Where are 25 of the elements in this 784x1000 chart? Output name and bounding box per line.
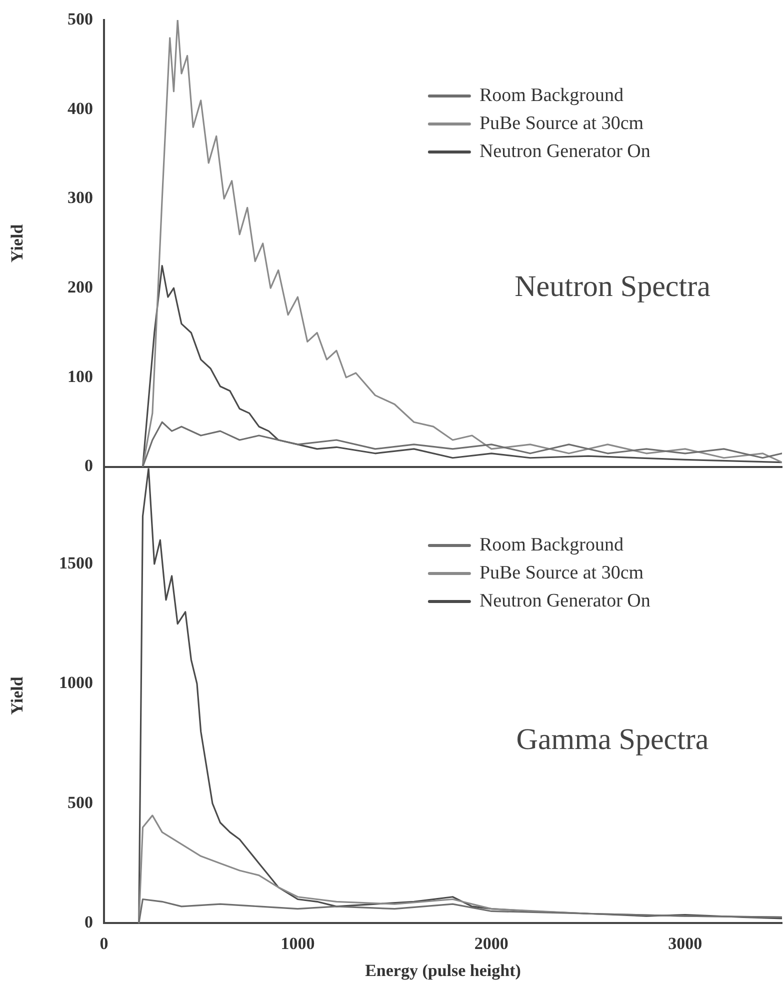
y-tick-label: 200 — [68, 277, 93, 296]
annotation: Gamma Spectra — [516, 723, 709, 756]
x-tick-label: 1000 — [280, 934, 315, 953]
y-tick-label: 100 — [68, 366, 93, 386]
y-tick-label: 1000 — [59, 673, 93, 692]
x-axis-title: Energy (pulse height) — [365, 961, 521, 980]
y-tick-label: 500 — [68, 9, 93, 28]
x-tick-label: 0 — [100, 934, 108, 953]
legend-label: Neutron Generator On — [479, 140, 651, 162]
y-tick-label: 500 — [68, 792, 93, 812]
legend-label: Neutron Generator On — [479, 590, 651, 612]
annotation: Neutron Spectra — [514, 270, 710, 303]
y-axis-title: Yield — [8, 676, 27, 715]
legend-label: PuBe Source at 30cm — [479, 562, 644, 584]
legend-label: Room Background — [479, 534, 624, 556]
y-tick-label: 400 — [68, 98, 93, 118]
legend-label: PuBe Source at 30cm — [479, 112, 644, 134]
x-tick-label: 2000 — [474, 934, 508, 953]
y-tick-label: 1500 — [59, 553, 93, 572]
y-tick-label: 0 — [84, 456, 93, 476]
y-tick-label: 300 — [68, 188, 93, 208]
y-tick-label: 0 — [84, 912, 93, 932]
y-axis-title: Yield — [8, 224, 27, 262]
legend-label: Room Background — [479, 84, 624, 106]
x-tick-label: 3000 — [668, 934, 702, 953]
